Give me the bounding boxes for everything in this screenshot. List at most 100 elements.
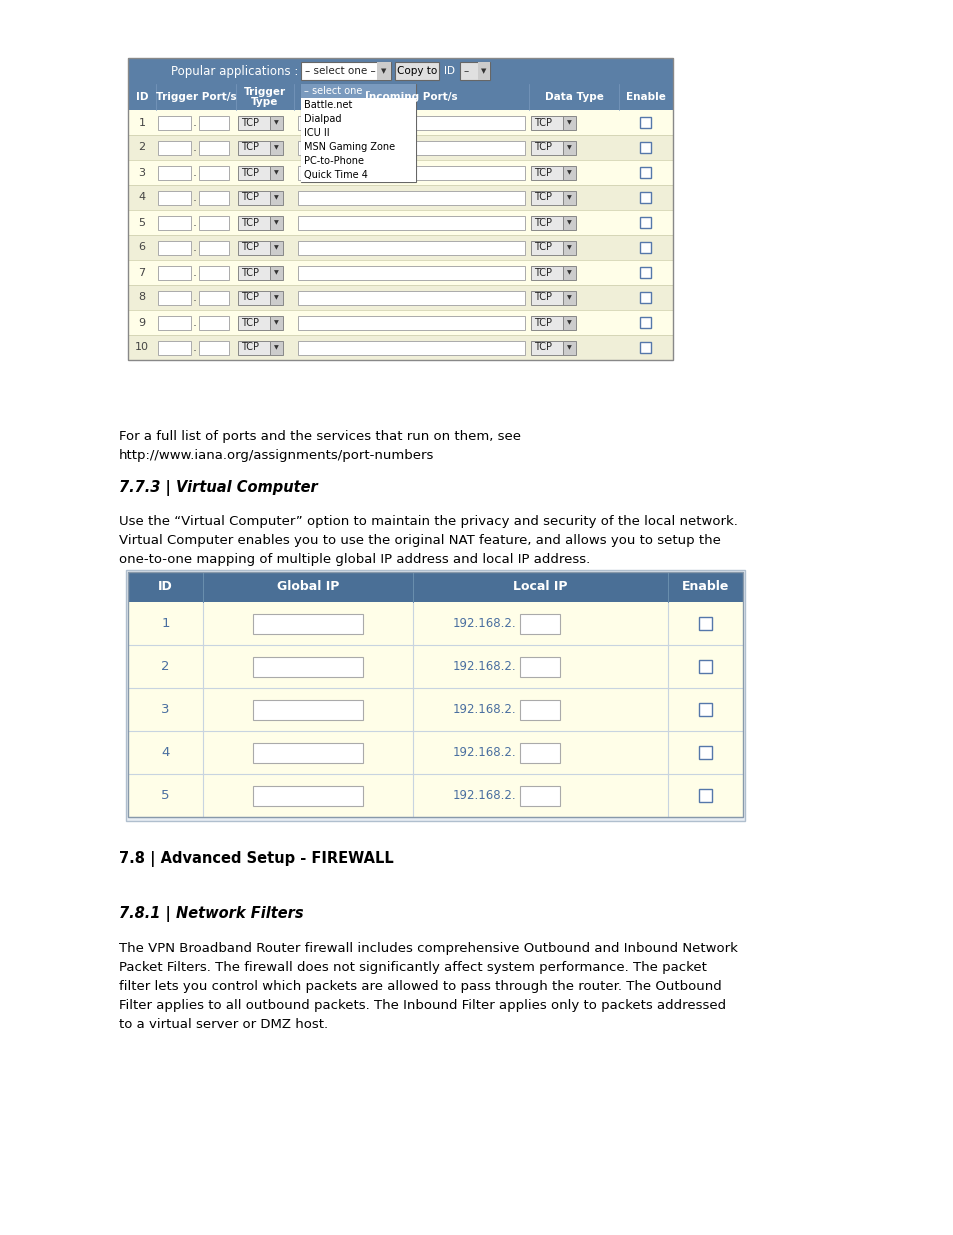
Bar: [128, 110, 672, 135]
Bar: [237, 341, 270, 354]
Bar: [639, 167, 651, 178]
Text: 8: 8: [138, 293, 146, 303]
Bar: [531, 215, 562, 230]
Text: TCP: TCP: [241, 242, 258, 252]
Text: ▼: ▼: [274, 320, 278, 325]
Bar: [128, 601, 742, 645]
Bar: [237, 190, 270, 205]
Text: MSN Gaming Zone: MSN Gaming Zone: [304, 142, 395, 152]
Text: TCP: TCP: [534, 268, 552, 278]
Text: ▼: ▼: [274, 220, 278, 225]
Text: Dialpad: Dialpad: [304, 114, 341, 124]
Bar: [253, 614, 363, 634]
Bar: [639, 267, 651, 278]
Bar: [699, 703, 711, 716]
Text: 3: 3: [161, 703, 170, 716]
Text: ID: ID: [443, 65, 455, 77]
Bar: [199, 165, 229, 179]
Text: ▼: ▼: [274, 120, 278, 125]
Text: TCP: TCP: [241, 193, 258, 203]
Bar: [158, 141, 191, 154]
Bar: [253, 699, 363, 720]
Bar: [562, 190, 576, 205]
Bar: [128, 58, 672, 359]
Text: 6: 6: [138, 242, 146, 252]
Bar: [297, 266, 524, 279]
Bar: [639, 117, 651, 128]
Text: ▼: ▼: [274, 345, 278, 350]
Bar: [128, 161, 672, 185]
Text: ▼: ▼: [274, 144, 278, 149]
Bar: [520, 699, 560, 720]
Text: ▼: ▼: [566, 195, 571, 200]
Text: TCP: TCP: [241, 142, 258, 152]
Text: Use the “Virtual Computer” option to maintain the privacy and security of the lo: Use the “Virtual Computer” option to mai…: [119, 515, 737, 566]
Text: ▼: ▼: [566, 270, 571, 275]
Bar: [562, 215, 576, 230]
Bar: [297, 215, 524, 230]
Text: 4: 4: [161, 746, 170, 760]
Bar: [128, 285, 672, 310]
Text: 1: 1: [161, 618, 170, 630]
Bar: [270, 190, 283, 205]
Bar: [531, 266, 562, 279]
Bar: [128, 58, 672, 359]
Bar: [301, 154, 416, 168]
Text: TCP: TCP: [241, 317, 258, 327]
Text: TCP: TCP: [534, 142, 552, 152]
Text: 10: 10: [135, 342, 149, 352]
Bar: [376, 62, 391, 80]
Bar: [199, 190, 229, 205]
Text: TCP: TCP: [534, 242, 552, 252]
Bar: [128, 335, 672, 359]
Bar: [520, 657, 560, 677]
Bar: [128, 572, 742, 601]
Bar: [270, 116, 283, 130]
Bar: [562, 165, 576, 179]
Text: 3: 3: [138, 168, 146, 178]
Bar: [199, 141, 229, 154]
Text: 192.168.2.: 192.168.2.: [453, 659, 516, 673]
Text: ▼: ▼: [381, 68, 386, 74]
Bar: [562, 341, 576, 354]
Bar: [639, 291, 651, 303]
Text: TCP: TCP: [241, 117, 258, 127]
Text: ▼: ▼: [274, 245, 278, 249]
Bar: [562, 116, 576, 130]
Text: TCP: TCP: [534, 317, 552, 327]
Bar: [639, 242, 651, 253]
Bar: [237, 290, 270, 305]
Text: –: –: [463, 65, 469, 77]
Bar: [199, 341, 229, 354]
Text: ▼: ▼: [274, 270, 278, 275]
Bar: [158, 241, 191, 254]
Bar: [301, 62, 391, 80]
Bar: [531, 165, 562, 179]
Text: The VPN Broadband Router firewall includes comprehensive Outbound and Inbound Ne: The VPN Broadband Router firewall includ…: [119, 942, 737, 1031]
Text: Battle.net: Battle.net: [304, 100, 352, 110]
Text: 192.168.2.: 192.168.2.: [453, 789, 516, 802]
Bar: [237, 266, 270, 279]
Text: – select one –: – select one –: [304, 86, 370, 96]
Text: 7.8 | Advanced Setup - FIREWALL: 7.8 | Advanced Setup - FIREWALL: [119, 851, 394, 867]
Text: .: .: [193, 191, 196, 204]
Bar: [253, 742, 363, 762]
Bar: [128, 731, 742, 774]
Bar: [639, 317, 651, 329]
Bar: [531, 315, 562, 330]
Bar: [158, 266, 191, 279]
Bar: [297, 241, 524, 254]
Text: Copy to: Copy to: [396, 65, 436, 77]
Bar: [301, 126, 416, 140]
Bar: [562, 241, 576, 254]
Bar: [253, 657, 363, 677]
Text: ▼: ▼: [274, 170, 278, 175]
Bar: [520, 614, 560, 634]
Bar: [639, 191, 651, 203]
Bar: [562, 290, 576, 305]
Text: .: .: [193, 291, 196, 304]
Bar: [237, 215, 270, 230]
Bar: [237, 165, 270, 179]
Text: 7.7.3 | Virtual Computer: 7.7.3 | Virtual Computer: [119, 480, 317, 496]
Bar: [297, 141, 524, 154]
